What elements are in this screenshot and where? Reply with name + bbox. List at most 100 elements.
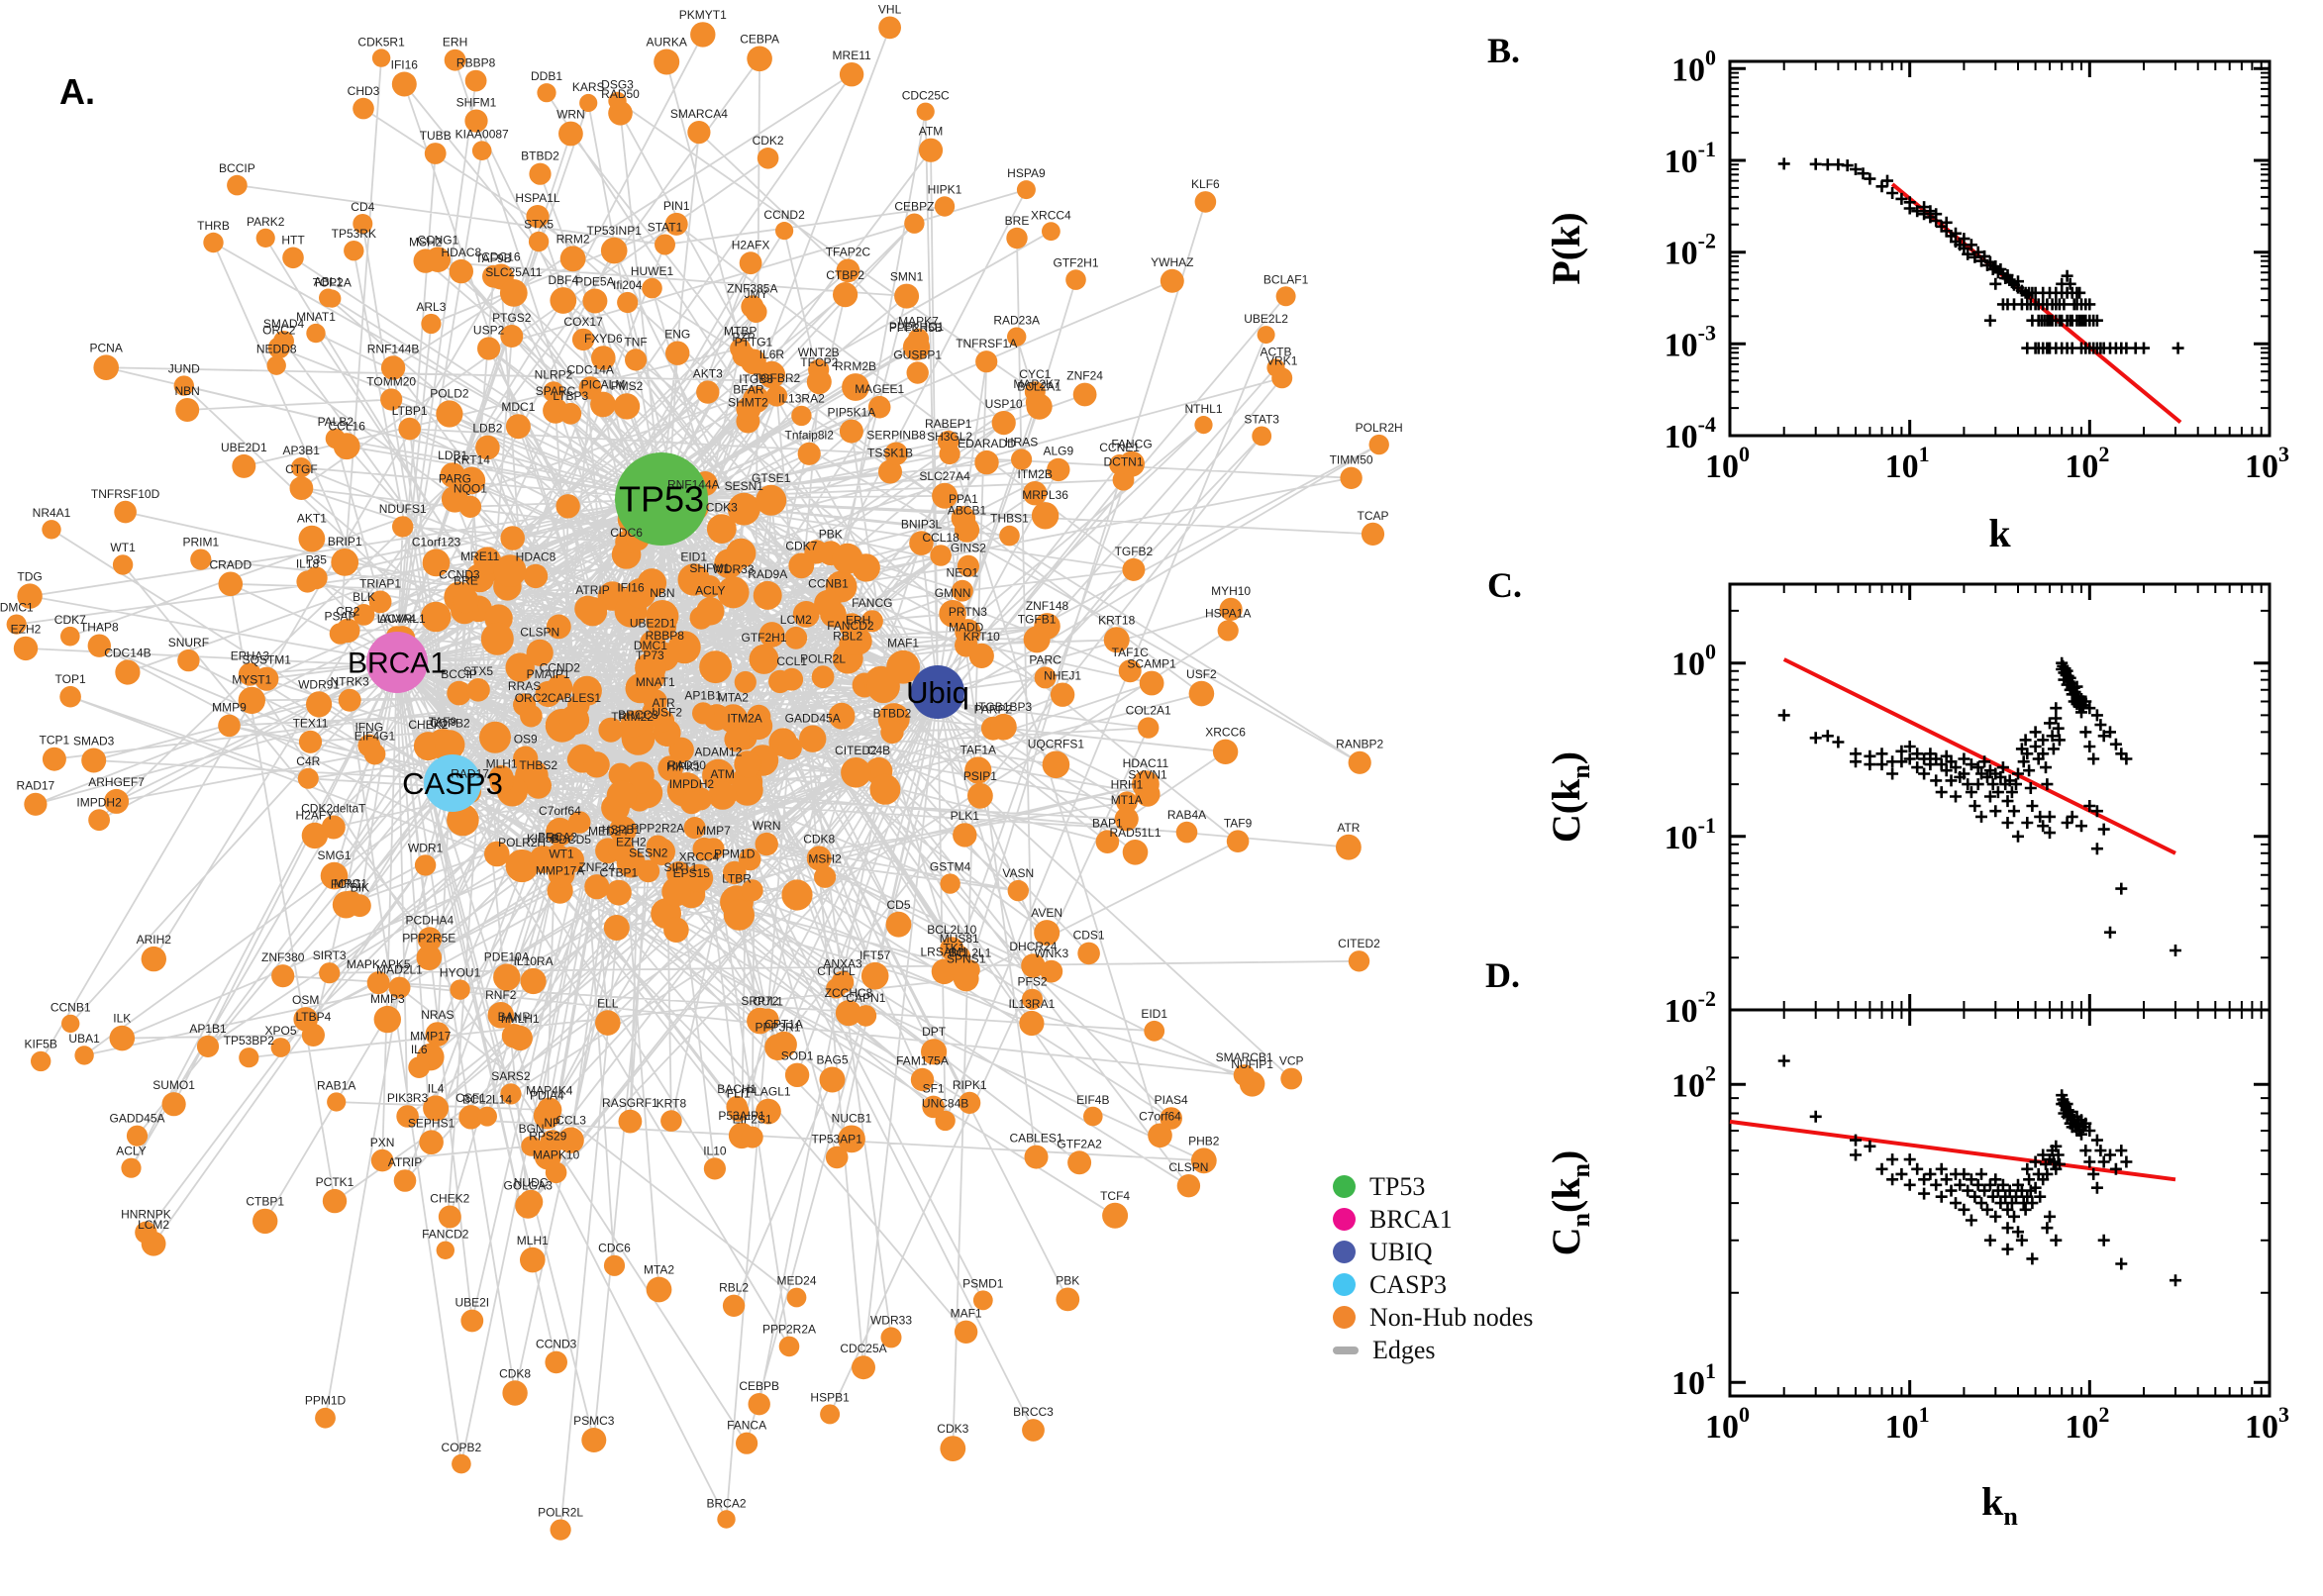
svg-text:TCAP: TCAP [1357,509,1388,523]
svg-text:MDC1: MDC1 [501,400,535,414]
svg-text:TEX11: TEX11 [293,717,329,731]
svg-text:STX5: STX5 [463,664,493,678]
svg-text:USP2: USP2 [473,323,505,337]
legend-label-ubiq: UBIQ [1369,1237,1433,1266]
svg-text:MRPL36: MRPL36 [1022,488,1068,502]
svg-text:EDARADD: EDARADD [958,437,1016,450]
svg-text:ZNF380: ZNF380 [261,950,305,964]
svg-text:USP10: USP10 [985,397,1023,411]
svg-text:TRIAP1: TRIAP1 [359,577,401,591]
svg-text:MRC1: MRC1 [334,876,367,890]
svg-text:DPT: DPT [922,1025,947,1039]
svg-text:TGFB2: TGFB2 [1115,545,1154,558]
svg-text:ZNF385A: ZNF385A [727,281,777,295]
svg-text:CCND2: CCND2 [763,208,805,222]
svg-text:SLC27A4: SLC27A4 [919,469,970,483]
svg-text:ANXA3: ANXA3 [823,957,862,971]
svg-text:HRH1: HRH1 [1111,777,1144,791]
svg-text:PSMD1: PSMD1 [962,1276,1004,1290]
svg-text:RABEP1: RABEP1 [925,417,972,431]
svg-text:MED24: MED24 [776,1274,816,1288]
svg-text:PBK: PBK [1056,1274,1079,1288]
plot-C-frame [1728,582,2272,1012]
svg-text:RANBP2: RANBP2 [1336,738,1383,751]
hub-casp3-label: CASP3 [402,766,503,801]
svg-text:TFAP2C: TFAP2C [826,245,871,258]
svg-text:ACLY: ACLY [116,1145,146,1158]
plot-B-minor-ticks [1730,61,2270,436]
svg-text:ELL: ELL [597,996,619,1010]
svg-text:NLRP2: NLRP2 [535,367,573,381]
svg-text:RRM2B: RRM2B [835,359,876,373]
plot-B-ylabel: P(k) [1544,212,1588,284]
svg-text:BCCIP: BCCIP [219,161,255,175]
svg-text:FAM175A: FAM175A [896,1054,949,1068]
svg-text:FCN1: FCN1 [331,877,362,891]
svg-text:ENG: ENG [664,328,690,342]
svg-text:SIRT1: SIRT1 [664,860,698,874]
svg-text:GSTM4: GSTM4 [930,859,971,873]
svg-text:IFI16: IFI16 [391,58,419,72]
svg-text:CTCFL: CTCFL [817,964,856,978]
svg-text:MMP3: MMP3 [370,992,405,1006]
svg-text:GMNN: GMNN [935,586,971,600]
svg-text:PIP5K1A: PIP5K1A [828,406,876,420]
svg-text:HSPB1: HSPB1 [810,1390,850,1404]
plot-D-xtick-label: 102 [2065,1402,2109,1446]
svg-text:DMC1: DMC1 [0,601,34,615]
svg-text:CDC16: CDC16 [481,250,521,264]
svg-text:CDK7: CDK7 [54,613,86,627]
svg-text:TSSK1B: TSSK1B [867,446,913,459]
plot-B-xlabel: k [1988,511,2011,555]
svg-text:ORC2: ORC2 [515,691,549,705]
svg-text:CCL18: CCL18 [922,531,960,545]
svg-text:AKT3: AKT3 [693,366,723,380]
svg-text:CCL1: CCL1 [776,654,807,668]
svg-text:CLSPN: CLSPN [1168,1160,1208,1174]
svg-text:MYST1: MYST1 [232,673,271,687]
plot-D-ylabel: Cn(kn) [1544,1150,1595,1256]
svg-text:THAP8: THAP8 [80,620,119,634]
legend-item-brca1: BRCA1 [1333,1203,1533,1236]
svg-text:CDC25A: CDC25A [840,1342,886,1355]
brca1-node-icon [1333,1208,1356,1231]
svg-text:ZNF24: ZNF24 [1066,369,1103,383]
svg-text:SPARC: SPARC [536,384,576,398]
svg-text:SMG1: SMG1 [317,848,351,862]
svg-text:CHD3: CHD3 [348,84,380,98]
svg-text:ERH: ERH [846,614,870,628]
svg-text:OSM: OSM [292,993,319,1007]
svg-text:DCTN1: DCTN1 [1103,455,1143,469]
svg-text:EIF4B: EIF4B [1076,1093,1109,1107]
svg-text:IFNG: IFNG [354,721,383,735]
svg-text:ACVRL1: ACVRL1 [379,612,426,626]
svg-text:TOMM20: TOMM20 [366,375,416,389]
svg-text:CCNG1: CCNG1 [417,233,458,247]
svg-text:CR2: CR2 [336,605,359,619]
svg-text:WT1: WT1 [549,847,574,860]
panel-label-c: C. [1487,565,1522,605]
svg-text:PTGS2: PTGS2 [492,311,532,325]
svg-text:EID1: EID1 [680,549,707,563]
svg-text:DHCR24: DHCR24 [1009,940,1057,953]
plot-B-points [1777,157,2184,354]
svg-text:SHFM1: SHFM1 [689,561,730,575]
plot-D-xtick-label: 103 [2245,1402,2289,1446]
svg-text:IMPDH2: IMPDH2 [76,795,122,809]
hub-brca1-label: BRCA1 [348,648,447,680]
plot-D-minor-ticks [1730,1010,2270,1396]
svg-text:CDC14B: CDC14B [104,646,151,659]
svg-text:SUMO1: SUMO1 [152,1078,195,1092]
svg-text:POLR2H: POLR2H [1356,421,1403,435]
svg-text:CRADD: CRADD [209,558,252,572]
svg-text:ALG9: ALG9 [1043,445,1073,458]
svg-text:RBL2: RBL2 [833,630,862,644]
svg-text:CITED2: CITED2 [1338,937,1380,950]
svg-text:JMY: JMY [745,287,768,301]
svg-text:UQCRFS1: UQCRFS1 [1028,738,1085,751]
svg-text:WT1: WT1 [110,541,136,554]
svg-text:GTF2H1: GTF2H1 [1053,255,1098,269]
svg-text:CDS1: CDS1 [1073,929,1105,943]
